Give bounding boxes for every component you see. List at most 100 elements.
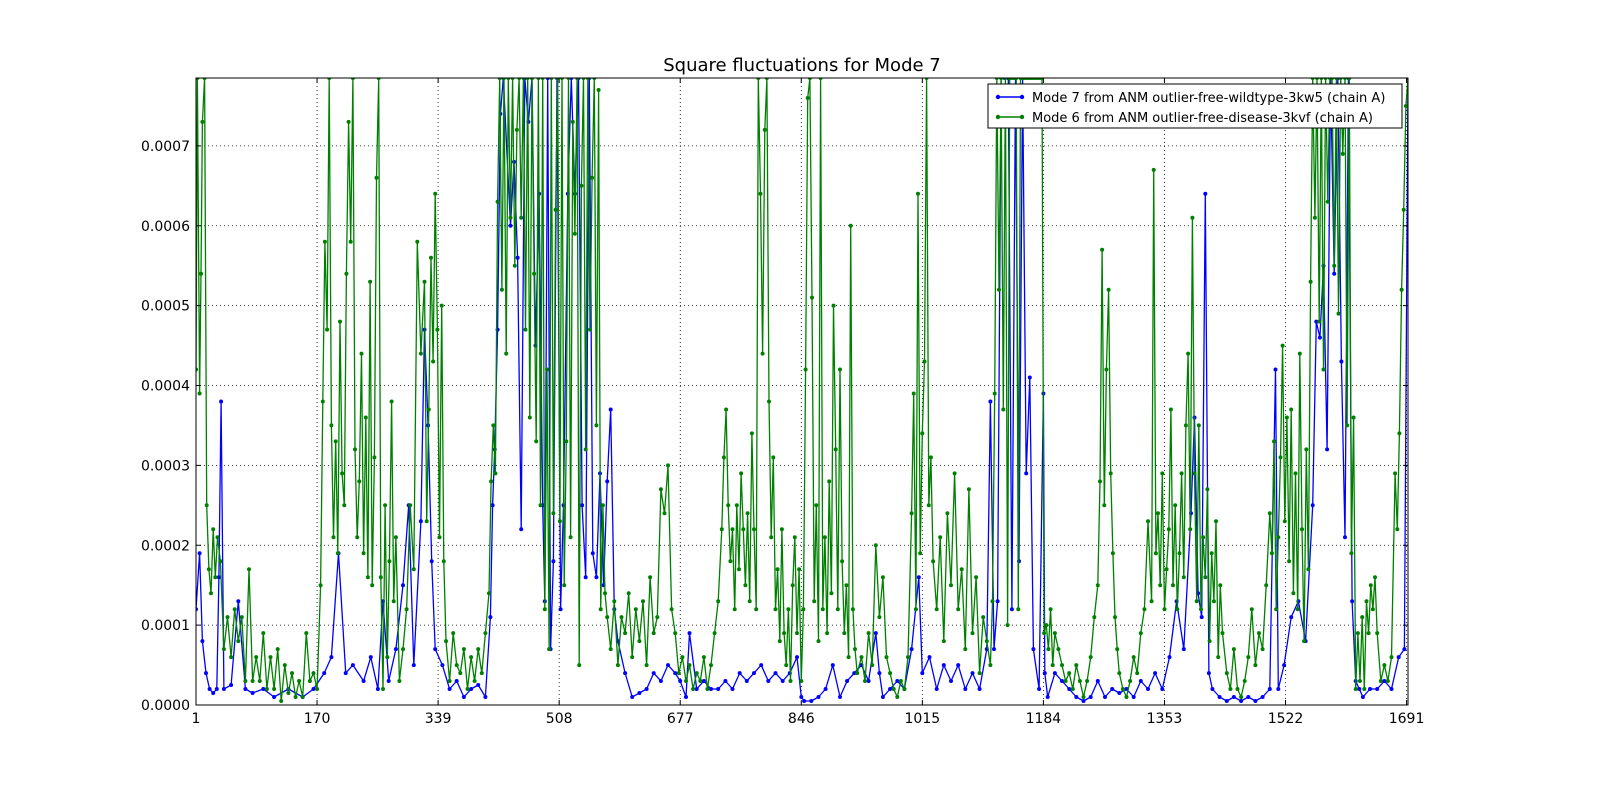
series-2-point [779,527,784,532]
series-1-point [1260,695,1265,699]
series-2-point [1280,343,1285,348]
series-2-point [792,535,797,540]
series-2-point [926,503,931,508]
series-2-point [495,199,500,204]
series-2-point [1370,607,1375,612]
x-tick-label: 677 [667,711,694,727]
series-1-point [1081,699,1086,703]
series-1-point [678,679,683,683]
series-1-point [949,679,953,683]
series-2-point [1235,687,1240,691]
series-2-point [1156,511,1160,516]
series-2-point [353,447,357,452]
series-2-point [1260,647,1265,652]
y-tick-label: 0.0004 [141,379,190,395]
series-2-point [577,663,582,668]
legend-label-2: Mode 6 from ANM outlier-free-disease-3kv… [1032,111,1373,126]
series-2-point [408,503,413,508]
series-2-point [784,663,789,668]
series-2-point [739,471,744,476]
series-2-point [363,415,368,420]
series-2-point [487,591,491,596]
series-1-point [744,679,749,683]
series-2-point [966,487,971,492]
series-2-point [835,607,840,612]
series-2-point [532,271,537,276]
series-2-point [810,295,814,300]
series-1-point [1402,647,1407,652]
series-2-point [691,687,696,691]
series-1-point [393,647,398,652]
series-2-point [898,679,903,683]
series-1-point [411,663,416,668]
series-1-point [1206,671,1211,676]
series-1-point [1360,695,1365,699]
series-2-point [1153,551,1158,556]
series-2-point [1142,607,1147,612]
series-2-point [261,631,266,636]
series-2-point [348,239,353,244]
series-2-point [268,655,273,660]
series-2-point [307,679,312,683]
series-1-point [272,695,277,699]
series-1-point [1210,687,1215,691]
series-2-point [1067,671,1072,676]
series-1-point [934,687,939,691]
series-2-point [378,575,383,580]
series-2-point [1052,631,1057,636]
series-1-point [1231,695,1236,699]
series-2-point [579,183,584,188]
series-2-point [1179,471,1184,476]
series-2-point [827,479,832,484]
series-2-point [1186,351,1191,356]
series-2-point [934,607,939,612]
series-2-point [1403,104,1408,108]
series-1-point [197,551,202,556]
series-1-point [608,407,613,412]
series-2-point [572,231,577,236]
series-2-point [920,431,925,436]
series-2-point [1242,679,1247,683]
series-2-point [1389,655,1394,660]
series-1-point [386,679,391,683]
series-1-point [1382,679,1387,683]
series-2-point [1218,583,1223,588]
y-tick-label: 0.0000 [141,698,190,714]
series-2-point [918,551,923,556]
axis-ticks: 1 170 339 508 677 846 1015 1184 1353 1522 1691 0.00… [141,78,1424,727]
series-2-point [1312,215,1317,220]
series-2-point [404,607,409,612]
series-1-point [1350,599,1355,604]
series-1-point [454,679,459,683]
series-2-point [730,527,735,532]
series-1-point [580,503,585,508]
series-1-point [830,663,835,668]
series-2-point [1345,423,1350,428]
series-2-point [974,575,979,580]
series-2-point [1074,663,1079,668]
series-2-point [1300,527,1304,532]
series-2-point [1228,687,1233,691]
series-2-point [719,527,724,532]
series-1-point [909,647,914,652]
series-2-point [1190,215,1195,220]
series-2-point [803,367,808,372]
series-2-point [1203,575,1208,580]
series-2-point [401,647,405,652]
series-2-point [290,671,294,676]
series-1-point [1103,695,1107,699]
series-2-point [447,679,452,683]
series-2-point [1216,655,1221,660]
series-2-point [1353,687,1358,691]
series-1-point [877,671,882,676]
series-2-point [300,695,305,699]
series-2-point [200,119,205,124]
series-1-point [1317,335,1322,340]
series-2-point [895,695,900,699]
series-2-point [458,671,463,676]
series-1-point [673,671,678,676]
series-1-point [1138,679,1143,683]
series-2-point [866,631,871,636]
x-tick-label: 339 [425,711,452,727]
series-2-point [734,503,739,508]
